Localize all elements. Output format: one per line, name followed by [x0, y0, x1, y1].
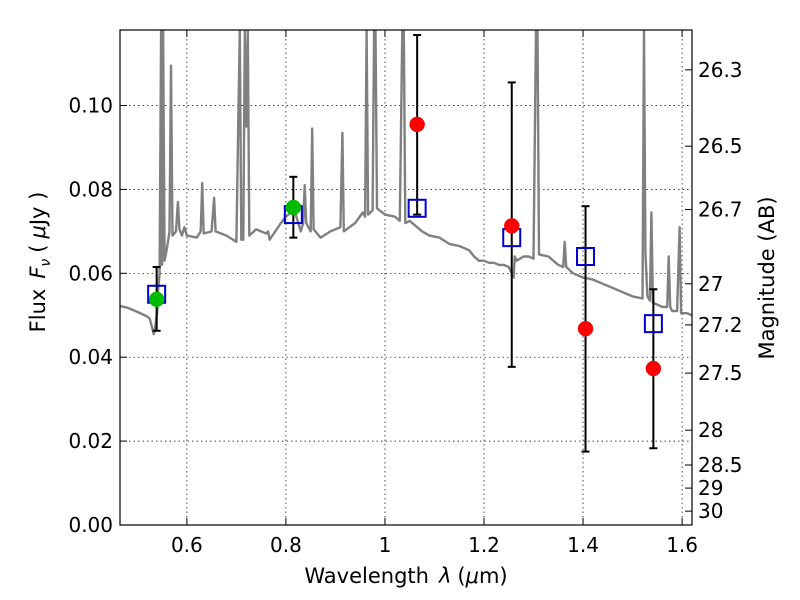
circle-marker — [645, 360, 662, 377]
y2-tick-label: 29 — [698, 476, 723, 500]
x-tick-label: 0.6 — [171, 533, 203, 557]
y2-tick-label: 27 — [698, 272, 723, 296]
y2-tick-label: 28.5 — [698, 453, 743, 477]
y-axis-ticks: 0.00 0.02 0.04 0.06 0.08 0.10 — [68, 94, 127, 537]
photometry-markers — [147, 116, 663, 377]
x-tick-label: 1.4 — [567, 533, 599, 557]
y2-tick-label: 28 — [698, 418, 723, 442]
y2-tick-label: 26.7 — [698, 198, 743, 222]
y-tick-label: 0.04 — [68, 345, 113, 369]
x-axis-label: Wavelength λ (μm) — [304, 564, 507, 588]
plot-frame — [119, 29, 693, 526]
x-axis-ticks: 0.6 0.8 1 1.2 1.4 1.6 — [171, 30, 698, 557]
y2-tick-label: 26.5 — [698, 134, 743, 158]
circle-marker — [409, 116, 425, 133]
y-tick-label: 0.00 — [68, 513, 113, 537]
y2-tick-label: 26.3 — [698, 58, 743, 82]
circle-marker — [577, 320, 594, 337]
square-marker — [407, 198, 427, 218]
model-spectrum-line — [120, 30, 692, 336]
x-tick-label: 1.2 — [468, 533, 500, 557]
x-tick-label: 1.6 — [666, 533, 698, 557]
y2-tick-label: 27.5 — [698, 361, 743, 385]
y-axis-label: FluxFν(μJy ) — [26, 192, 54, 333]
circle-marker — [285, 199, 302, 216]
model-spectrum — [120, 30, 692, 336]
y-tick-label: 0.10 — [68, 94, 113, 118]
y2-tick-label: 27.2 — [698, 313, 743, 337]
x-tick-label: 0.8 — [270, 533, 302, 557]
y-tick-label: 0.06 — [68, 261, 113, 285]
y2-tick-label: 30 — [698, 499, 723, 523]
x-tick-label: 1 — [379, 533, 392, 557]
y-tick-label: 0.02 — [68, 429, 113, 453]
square-marker — [643, 314, 663, 334]
circle-marker — [148, 291, 165, 308]
grid-lines — [120, 30, 692, 526]
y-tick-label: 0.08 — [68, 177, 113, 201]
square-marker — [576, 247, 596, 267]
circle-marker — [503, 218, 520, 234]
y2-axis-label: Magnitude (AB) — [755, 196, 779, 359]
